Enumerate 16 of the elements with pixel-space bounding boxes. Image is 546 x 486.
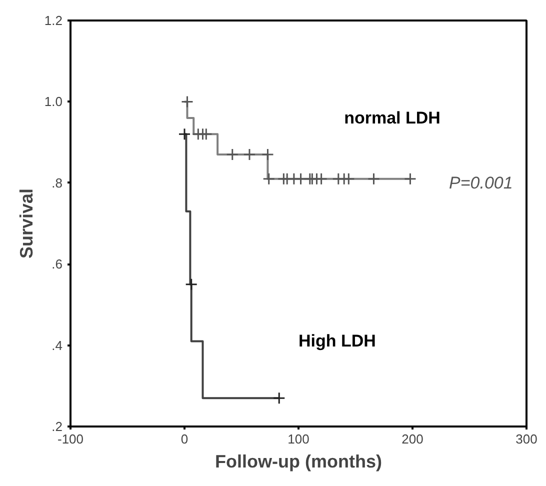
x-tick-label: 300: [516, 432, 538, 446]
x-tick-label: 0: [180, 432, 188, 446]
x-tick-label: 100: [288, 432, 310, 446]
annotation: normal LDH: [344, 108, 440, 128]
annotation: P=0.001: [449, 173, 513, 192]
y-tick-label: .8: [52, 175, 62, 190]
y-tick-label: .6: [52, 256, 62, 272]
annotation: High LDH: [298, 332, 376, 351]
y-tick-label: .4: [52, 338, 62, 353]
x-tick-label: 200: [402, 432, 424, 446]
x-axis-title: Follow-up (months): [215, 452, 382, 472]
x-tick-label: -100: [57, 432, 84, 446]
y-tick-label: .2: [52, 419, 62, 434]
y-tick-label: 1.2: [44, 13, 63, 28]
y-axis-title: Survival: [16, 188, 36, 259]
y-tick-label: 1.0: [44, 94, 63, 110]
